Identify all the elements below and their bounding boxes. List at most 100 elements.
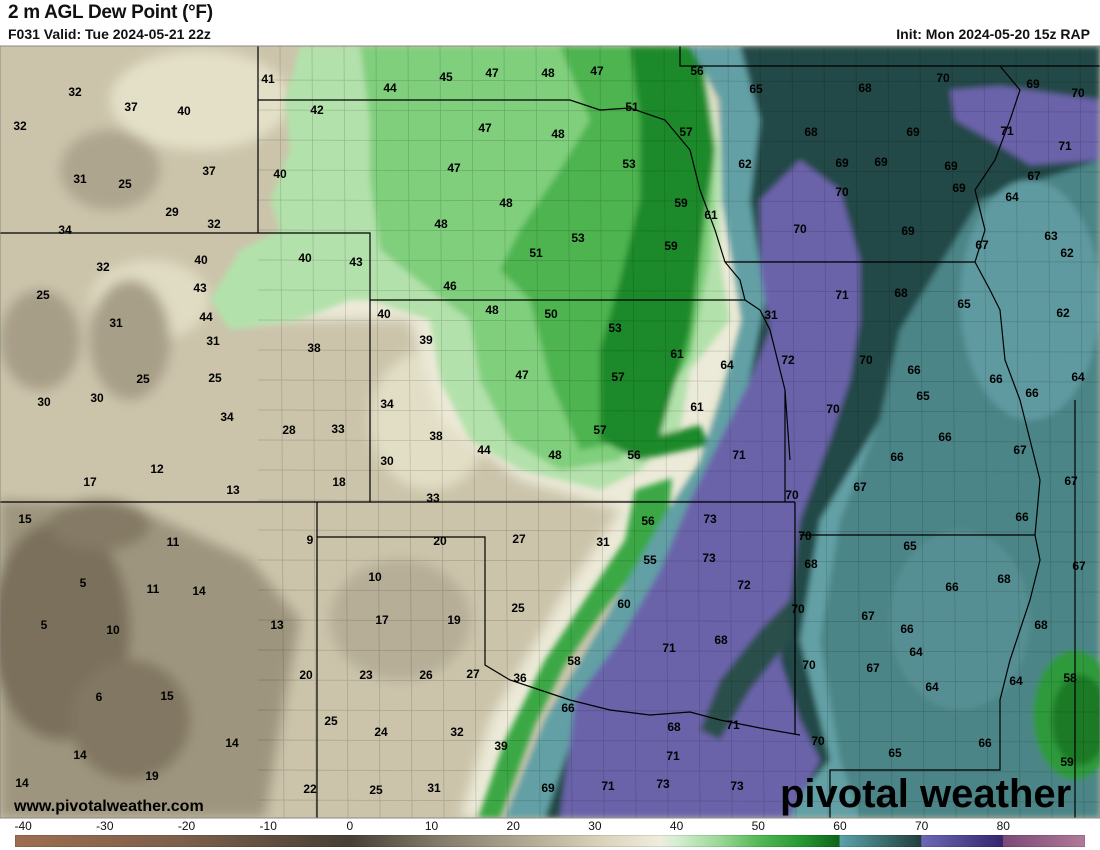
- dew-point-value: 66: [907, 363, 921, 377]
- dew-point-value: 47: [478, 121, 492, 135]
- dew-point-value: 32: [68, 85, 82, 99]
- dew-point-value: 17: [83, 475, 97, 489]
- dew-point-value: 69: [906, 125, 920, 139]
- dew-point-value: 64: [925, 680, 939, 694]
- dew-point-value: 10: [368, 570, 382, 584]
- dew-point-value: 24: [374, 725, 388, 739]
- dew-point-value: 23: [359, 668, 373, 682]
- colorbar-tick-label: -10: [259, 819, 277, 833]
- dew-point-value: 25: [208, 371, 222, 385]
- county-lines: [257, 46, 1100, 818]
- dew-point-value: 5: [80, 576, 87, 590]
- dew-point-value: 22: [303, 782, 317, 796]
- dew-point-value: 30: [380, 454, 394, 468]
- dew-point-value: 69: [1026, 77, 1040, 91]
- dew-point-value: 42: [310, 103, 324, 117]
- dew-point-value: 69: [952, 181, 966, 195]
- dew-point-value: 30: [37, 395, 51, 409]
- dew-point-value: 71: [726, 718, 740, 732]
- dew-point-value: 31: [206, 334, 220, 348]
- dew-point-value: 62: [1056, 306, 1070, 320]
- dew-point-value: 31: [73, 172, 87, 186]
- dew-point-value: 40: [177, 104, 191, 118]
- dew-point-value: 71: [732, 448, 746, 462]
- dew-point-value: 34: [58, 223, 72, 237]
- dew-point-value: 58: [1063, 671, 1077, 685]
- init-time: Init: Mon 2024-05-20 15z RAP: [896, 26, 1090, 42]
- dew-point-value: 53: [622, 157, 636, 171]
- dew-point-value: 25: [118, 177, 132, 191]
- dew-point-value: 68: [894, 286, 908, 300]
- dew-point-value: 73: [703, 512, 717, 526]
- map-title: 2 m AGL Dew Point (°F): [8, 2, 213, 23]
- dew-point-value: 40: [377, 307, 391, 321]
- dew-point-value: 44: [199, 310, 213, 324]
- dew-point-value: 14: [15, 776, 29, 790]
- colorbar-tick-label: 40: [669, 819, 684, 833]
- dew-point-value: 40: [298, 251, 312, 265]
- dew-point-value: 70: [793, 222, 807, 236]
- dew-point-value: 41: [261, 72, 275, 86]
- dew-point-value: 64: [1005, 190, 1019, 204]
- dew-point-value: 48: [551, 127, 565, 141]
- dew-point-value: 66: [1025, 386, 1039, 400]
- dew-point-value: 68: [667, 720, 681, 734]
- dew-point-value: 58: [567, 654, 581, 668]
- dew-point-value: 70: [826, 402, 840, 416]
- dew-point-value: 65: [903, 539, 917, 553]
- dew-point-value: 46: [443, 279, 457, 293]
- dew-point-value: 31: [427, 781, 441, 795]
- dew-point-value: 47: [447, 161, 461, 175]
- dew-point-value: 14: [73, 748, 87, 762]
- colorbar-tick-label: 0: [346, 819, 354, 833]
- dew-point-value: 53: [571, 231, 585, 245]
- valid-time: F031 Valid: Tue 2024-05-21 22z: [8, 26, 211, 42]
- dew-point-value: 32: [96, 260, 110, 274]
- dew-point-value: 70: [785, 488, 799, 502]
- dew-point-value: 71: [662, 641, 676, 655]
- dew-point-value: 50: [544, 307, 558, 321]
- dew-point-value: 71: [1058, 139, 1072, 153]
- dew-point-value: 67: [1072, 559, 1086, 573]
- dew-point-value: 51: [529, 246, 543, 260]
- dew-point-value: 70: [835, 185, 849, 199]
- dew-point-value: 20: [299, 668, 313, 682]
- dew-point-value: 19: [447, 613, 461, 627]
- dew-point-value: 44: [383, 81, 397, 95]
- dew-point-value: 36: [513, 671, 527, 685]
- dew-point-value: 25: [36, 288, 50, 302]
- dew-point-value: 64: [909, 645, 923, 659]
- dew-point-value: 64: [720, 358, 734, 372]
- dew-point-value: 71: [1000, 124, 1014, 138]
- dew-point-value: 38: [307, 341, 321, 355]
- dew-point-value: 40: [194, 253, 208, 267]
- dew-point-value: 53: [608, 321, 622, 335]
- dew-point-value: 70: [1071, 86, 1085, 100]
- dew-point-value: 33: [426, 491, 440, 505]
- dew-point-value: 19: [145, 769, 159, 783]
- dew-point-value: 67: [975, 238, 989, 252]
- dew-point-value: 72: [781, 353, 795, 367]
- dew-point-value: 62: [738, 157, 752, 171]
- dew-point-value: 60: [617, 597, 631, 611]
- dew-point-value: 70: [791, 602, 805, 616]
- dew-point-value: 55: [643, 553, 657, 567]
- state-borders: [0, 46, 1100, 818]
- dew-point-value: 67: [1064, 474, 1078, 488]
- dew-point-value: 5: [41, 618, 48, 632]
- dew-point-value: 61: [670, 347, 684, 361]
- dew-point-value: 17: [375, 613, 389, 627]
- dew-point-value: 63: [1044, 229, 1058, 243]
- dew-point-value: 70: [936, 71, 950, 85]
- dew-point-value: 66: [989, 372, 1003, 386]
- dew-point-value: 26: [419, 668, 433, 682]
- colorbar-tick-label: -30: [96, 819, 114, 833]
- dew-point-value: 66: [561, 701, 575, 715]
- dew-point-value: 48: [434, 217, 448, 231]
- dew-point-value: 67: [1027, 169, 1041, 183]
- dew-point-value: 30: [90, 391, 104, 405]
- dew-point-value: 66: [938, 430, 952, 444]
- dew-point-value: 47: [515, 368, 529, 382]
- dew-point-value: 25: [324, 714, 338, 728]
- colorbar-tick-label: 80: [996, 819, 1010, 833]
